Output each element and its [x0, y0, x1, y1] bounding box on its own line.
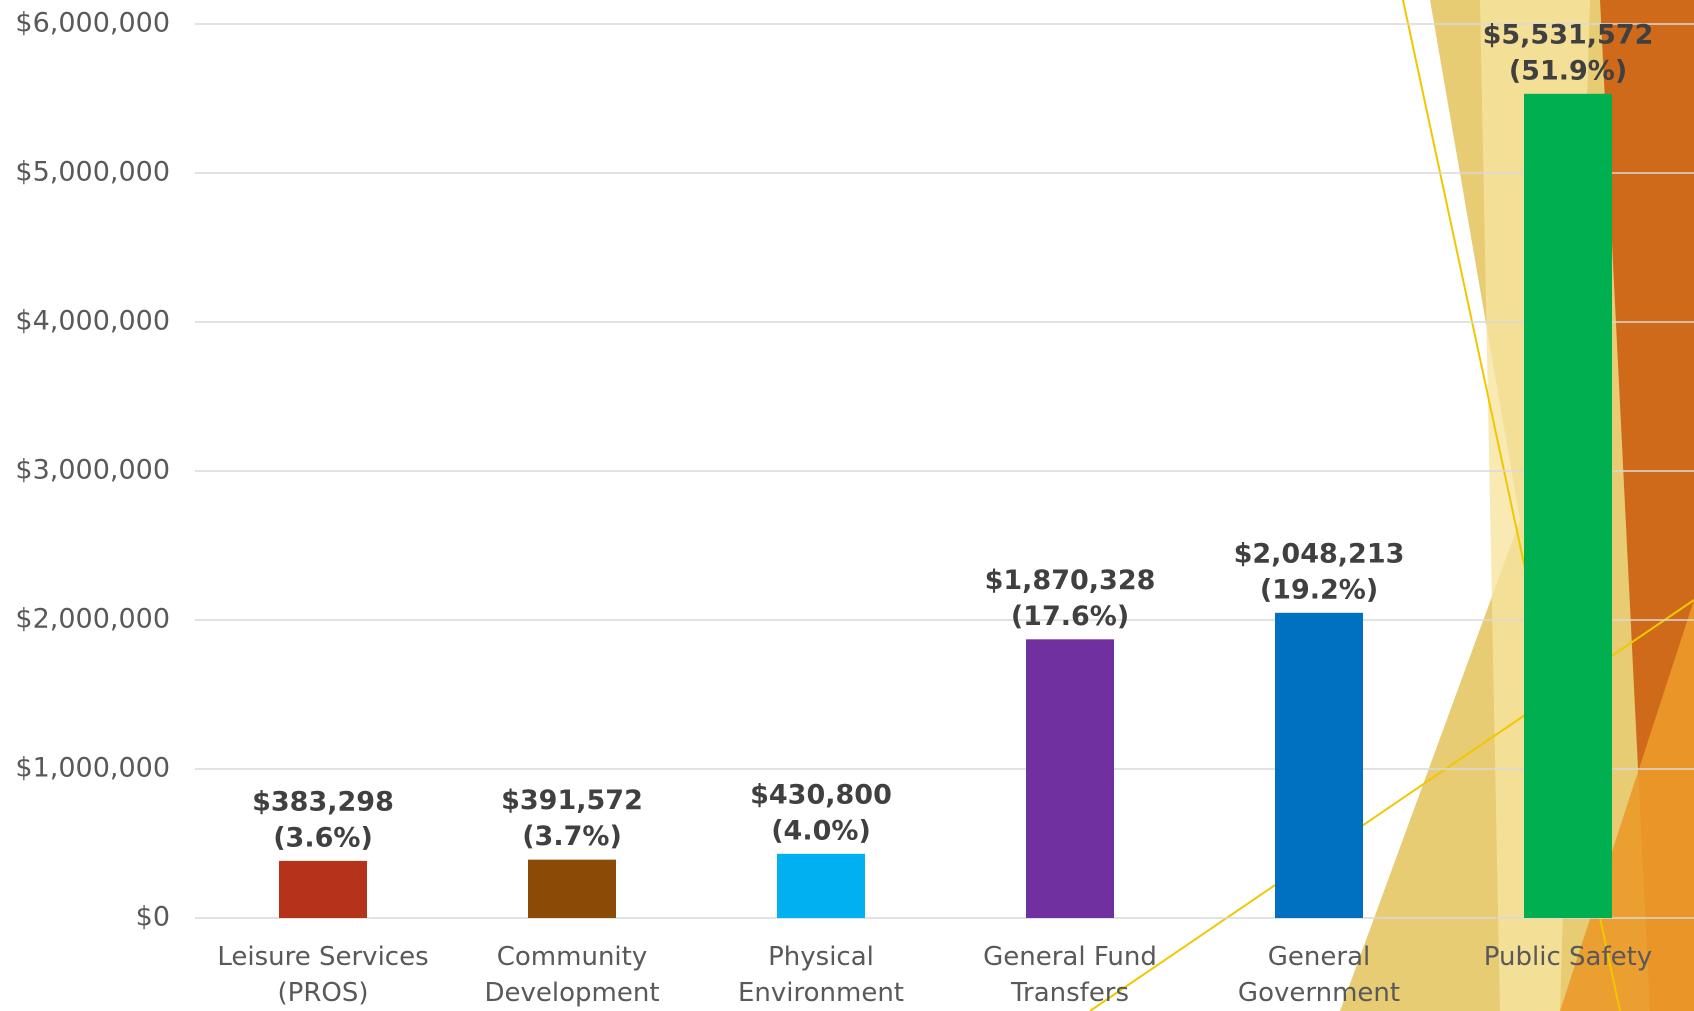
value-label: $430,800 — [750, 779, 892, 810]
y-tick-label: $1,000,000 — [15, 753, 170, 784]
value-label: $391,572 — [501, 785, 643, 816]
page: $0 $1,000,000 $2,000,000 $3,000,000 $4,000,0… — [0, 0, 1694, 1011]
share-label: (4.0%) — [771, 815, 871, 846]
value-label: $5,531,572 — [1483, 19, 1654, 50]
value-label: $2,048,213 — [1234, 538, 1405, 569]
x-tick-label: Physical Environment — [711, 939, 931, 1011]
bar — [1275, 613, 1363, 918]
y-tick-label: $2,000,000 — [15, 604, 170, 635]
share-label: (17.6%) — [1011, 601, 1129, 632]
value-label: $383,298 — [252, 786, 394, 817]
y-tick-label: $4,000,000 — [15, 306, 170, 337]
x-tick-label: General Government — [1209, 939, 1429, 1011]
bar — [1026, 639, 1114, 918]
x-tick-label: General Fund Transfers — [960, 939, 1180, 1011]
chart: $0 $1,000,000 $2,000,000 $3,000,000 $4,000,0… — [0, 0, 1694, 1011]
bar — [777, 854, 865, 918]
bar — [528, 860, 616, 918]
y-tick-label: $5,000,000 — [15, 157, 170, 188]
value-label: $1,870,328 — [985, 565, 1156, 596]
bar — [279, 861, 367, 918]
x-tick-label: Leisure Services (PROS) — [213, 939, 433, 1011]
bar — [1524, 94, 1612, 918]
share-label: (19.2%) — [1260, 574, 1378, 605]
share-label: (3.7%) — [522, 821, 622, 852]
x-tick-label: Community Development — [462, 939, 682, 1011]
share-label: (3.6%) — [273, 822, 373, 853]
y-tick-label: $0 — [136, 902, 170, 933]
x-tick-label: Public Safety — [1458, 939, 1678, 975]
share-label: (51.9%) — [1509, 55, 1627, 86]
y-tick-label: $6,000,000 — [15, 8, 170, 39]
y-tick-label: $3,000,000 — [15, 455, 170, 486]
